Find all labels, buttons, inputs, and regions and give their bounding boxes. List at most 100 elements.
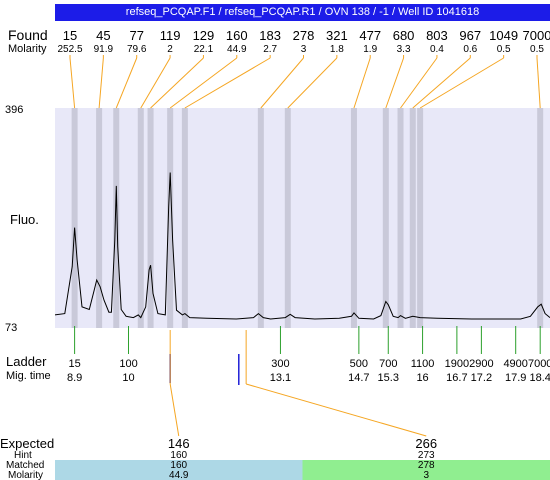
found-connector bbox=[184, 57, 271, 109]
found-molarity-label: 252.5 bbox=[57, 44, 82, 55]
sample-title: refseq_PCQAP.F1 / refseq_PCQAP.R1 / OVN … bbox=[55, 4, 550, 21]
ladder-time-label: 17.9 bbox=[505, 372, 526, 384]
peak-band bbox=[350, 108, 357, 328]
peak-band bbox=[167, 108, 174, 328]
expected-molarity-label: 44.9 bbox=[169, 470, 189, 480]
ladder-time-label: 17.2 bbox=[471, 372, 492, 384]
ladder-size-label: 1100 bbox=[411, 358, 435, 370]
y-min-label: 73 bbox=[5, 322, 18, 334]
found-molarity-label: 3 bbox=[301, 44, 307, 55]
found-molarity-label: 91.9 bbox=[94, 44, 114, 55]
found-connector bbox=[400, 57, 438, 109]
y-max-label: 396 bbox=[5, 104, 24, 116]
ladder-size-label: 100 bbox=[119, 358, 137, 370]
found-connector bbox=[353, 57, 371, 109]
found-size-label: 321 bbox=[326, 28, 348, 43]
found-size-label: 119 bbox=[160, 28, 181, 43]
ladder-size-label: 300 bbox=[271, 358, 289, 370]
found-size-label: 77 bbox=[129, 28, 143, 43]
peak-band bbox=[181, 108, 188, 328]
peak-band bbox=[284, 108, 291, 328]
matched-band bbox=[302, 460, 550, 480]
ladder-time-label: 16 bbox=[416, 372, 428, 384]
found-size-label: 183 bbox=[259, 28, 281, 43]
matched-band bbox=[55, 460, 303, 480]
expected-hint-label: 160 bbox=[170, 450, 187, 461]
found-connector bbox=[98, 57, 104, 109]
peak-band bbox=[417, 108, 424, 328]
found-connector bbox=[115, 57, 138, 109]
found-size-label: 7000 bbox=[523, 28, 550, 43]
found-size-label: 45 bbox=[96, 28, 110, 43]
found-molarity-label: 0.6 bbox=[463, 44, 477, 55]
found-molarity-label: 0.5 bbox=[530, 44, 544, 55]
found-size-label: 803 bbox=[426, 28, 448, 43]
peak-band bbox=[397, 108, 404, 328]
matched-label: Matched bbox=[6, 460, 45, 471]
ladder-time-label: 10 bbox=[122, 372, 134, 384]
found-connector bbox=[536, 57, 541, 109]
expected-molarity-label: 3 bbox=[423, 470, 429, 480]
found-molarity-label: 3.3 bbox=[397, 44, 411, 55]
ladder-size-label: 15 bbox=[68, 358, 80, 370]
fluorescence-trace bbox=[54, 172, 550, 320]
found-molarity-label: 1.9 bbox=[363, 44, 377, 55]
found-size-label: 477 bbox=[359, 28, 381, 43]
peak-band bbox=[137, 108, 144, 328]
peak-band bbox=[113, 108, 120, 328]
ladder-time-label: 8.9 bbox=[67, 372, 82, 384]
expected-connector bbox=[245, 383, 427, 437]
found-molarity-label: 79.6 bbox=[127, 44, 147, 55]
found-molarity-label: 0.4 bbox=[430, 44, 444, 55]
found-molarity-label: 0.5 bbox=[497, 44, 511, 55]
ladder-time-label: 14.7 bbox=[348, 372, 369, 384]
ladder-size-label: 500 bbox=[350, 358, 368, 370]
found-connector bbox=[69, 57, 76, 109]
molarity-label: Molarity bbox=[8, 43, 47, 55]
expected-size-label: 266 bbox=[415, 436, 437, 451]
found-connector bbox=[140, 57, 171, 109]
found-size-label: 15 bbox=[63, 28, 77, 43]
expected-size-label: 146 bbox=[168, 436, 190, 451]
found-connector bbox=[150, 57, 204, 109]
found-connector bbox=[169, 57, 238, 109]
found-molarity-label: 22.1 bbox=[194, 44, 214, 55]
ladder-time-label: 15.3 bbox=[378, 372, 399, 384]
peak-band bbox=[257, 108, 264, 328]
expected-matched-label: 278 bbox=[418, 460, 435, 471]
ladder-time-label: 16.7 bbox=[446, 372, 467, 384]
found-molarity-label: 2.7 bbox=[263, 44, 277, 55]
found-size-label: 160 bbox=[226, 28, 248, 43]
ladder-size-label: 2900 bbox=[469, 358, 493, 370]
found-size-label: 1049 bbox=[489, 28, 518, 43]
found-connector bbox=[260, 57, 304, 109]
plot-background bbox=[55, 108, 550, 328]
expected-matched-label: 160 bbox=[170, 460, 187, 471]
peak-band bbox=[409, 108, 416, 328]
peak-band bbox=[537, 108, 544, 328]
peak-band bbox=[147, 108, 154, 328]
found-size-label: 129 bbox=[193, 28, 215, 43]
ladder-size-label: 700 bbox=[379, 358, 397, 370]
found-connector bbox=[419, 57, 504, 109]
found-connector bbox=[385, 57, 405, 109]
peak-band bbox=[71, 108, 78, 328]
found-size-label: 680 bbox=[393, 28, 415, 43]
found-connector bbox=[412, 57, 471, 109]
ladder-size-label: 1900 bbox=[445, 358, 469, 370]
ladder-label: Ladder bbox=[6, 354, 47, 369]
ladder-size-label: 7000 bbox=[528, 358, 550, 370]
found-size-label: 278 bbox=[293, 28, 315, 43]
peak-band bbox=[382, 108, 389, 328]
found-molarity-label: 2 bbox=[167, 44, 173, 55]
found-molarity-label: 1.8 bbox=[330, 44, 344, 55]
ladder-size-label: 4900 bbox=[503, 358, 527, 370]
mig-time-label: Mig. time bbox=[6, 370, 51, 382]
molarity-bottom-label: Molarity bbox=[8, 470, 44, 480]
ladder-time-label: 18.4 bbox=[529, 372, 550, 384]
found-size-label: 967 bbox=[459, 28, 481, 43]
expected-hint-label: 273 bbox=[418, 450, 435, 461]
peak-band bbox=[96, 108, 103, 328]
